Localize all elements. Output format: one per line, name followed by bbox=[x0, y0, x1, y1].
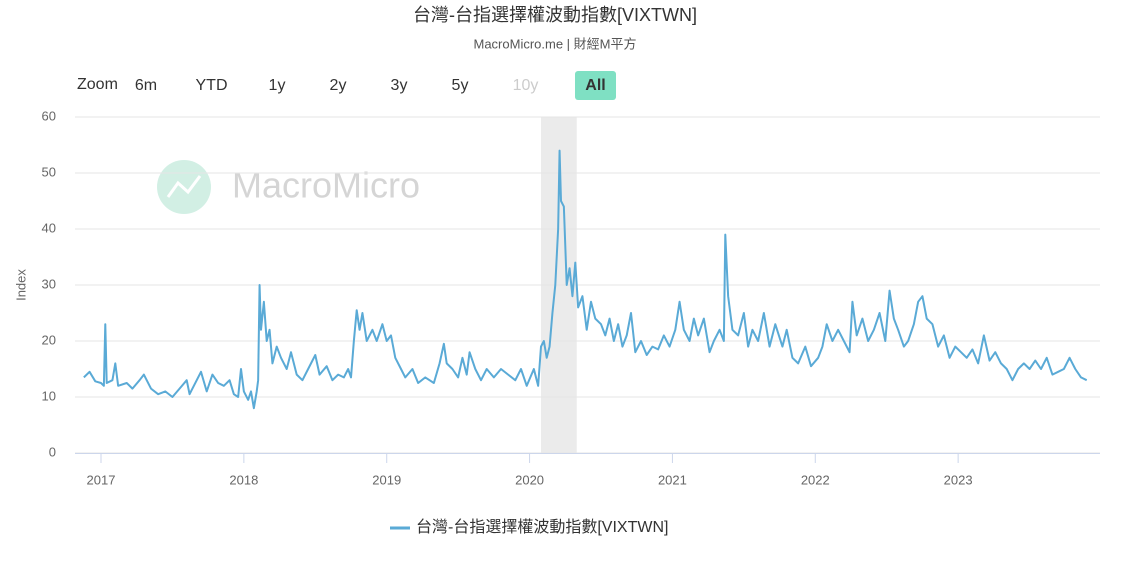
x-tick-label: 2023 bbox=[944, 472, 973, 487]
y-tick-label: 0 bbox=[49, 444, 56, 459]
chart-title: 台灣-台指選擇權波動指數[VIXTWN] bbox=[413, 5, 697, 25]
watermark: MacroMicro bbox=[157, 160, 420, 214]
range-button[interactable]: 5y bbox=[452, 77, 469, 94]
range-button-label: All bbox=[585, 77, 605, 94]
watermark-text: MacroMicro bbox=[232, 165, 420, 206]
range-button-label: 1y bbox=[269, 77, 286, 94]
range-button-label: 5y bbox=[452, 77, 469, 94]
range-button: 10y bbox=[513, 77, 539, 94]
y-tick-label: 30 bbox=[42, 276, 56, 291]
range-button[interactable]: 6m bbox=[135, 77, 157, 94]
range-button-label: 2y bbox=[330, 77, 347, 94]
y-tick-label: 40 bbox=[42, 220, 56, 235]
y-tick-label: 50 bbox=[42, 164, 56, 179]
y-tick-label: 10 bbox=[42, 388, 56, 403]
x-tick-label: 2018 bbox=[229, 472, 258, 487]
zoom-label: Zoom bbox=[77, 76, 118, 93]
range-button[interactable]: 3y bbox=[391, 77, 408, 94]
range-button-bg bbox=[575, 71, 616, 100]
range-button[interactable]: 2y bbox=[330, 77, 347, 94]
watermark-logo-line bbox=[166, 175, 202, 198]
y-tick-label: 60 bbox=[42, 108, 56, 123]
range-button-label: 6m bbox=[135, 77, 157, 94]
range-button[interactable]: 1y bbox=[269, 77, 286, 94]
legend-label[interactable]: 台灣-台指選擇權波動指數[VIXTWN] bbox=[416, 518, 668, 536]
x-tick-label: 2017 bbox=[87, 472, 116, 487]
y-axis-label: Index bbox=[13, 269, 28, 301]
x-tick-label: 2021 bbox=[658, 472, 687, 487]
y-tick-label: 20 bbox=[42, 332, 56, 347]
range-button[interactable]: YTD bbox=[196, 77, 228, 94]
x-tick-label: 2019 bbox=[372, 472, 401, 487]
data-line bbox=[83, 149, 1088, 410]
range-button-label: 3y bbox=[391, 77, 408, 94]
chart-subtitle: MacroMicro.me | 財經M平方 bbox=[474, 36, 637, 51]
range-button[interactable]: All bbox=[575, 71, 616, 100]
range-button-label: 10y bbox=[513, 77, 539, 94]
range-button-label: YTD bbox=[196, 77, 228, 94]
x-tick-label: 2020 bbox=[515, 472, 544, 487]
x-tick-label: 2022 bbox=[801, 472, 830, 487]
